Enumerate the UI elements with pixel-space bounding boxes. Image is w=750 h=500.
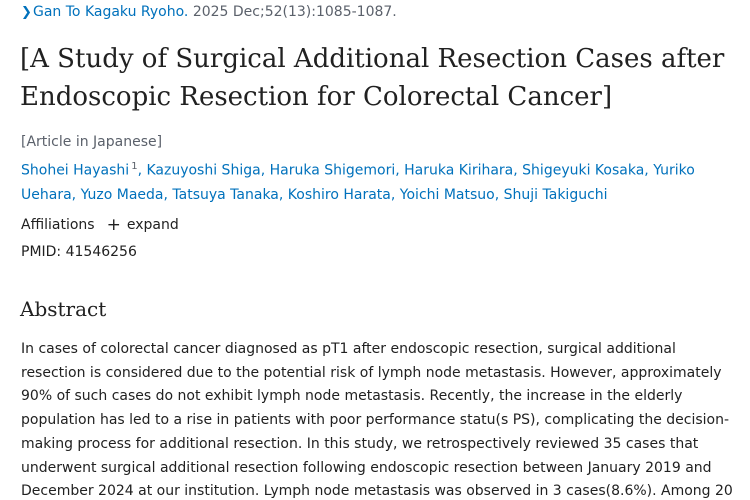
author-separator: ,	[260, 162, 270, 179]
author-separator: ,	[163, 186, 173, 203]
author-list: Shohei Hayashi 1, Kazuyoshi Shiga, Haruka…	[21, 155, 731, 207]
author-separator: ,	[513, 162, 523, 179]
chevron-right-icon[interactable]: ❯	[21, 5, 32, 20]
pmid: PMID: 41546256	[21, 244, 137, 260]
affiliations-label: Affiliations	[21, 217, 95, 233]
author-link[interactable]: Yuriko Uehara	[21, 162, 695, 203]
affiliations-row: Affiliations + expand	[21, 215, 179, 235]
abstract-text: In cases of colorectal cancer diagnosed …	[21, 341, 733, 500]
language-note: [Article in Japanese]	[21, 134, 163, 150]
citation-details: 2025 Dec;52(13):1085-1087.	[188, 4, 397, 20]
author-link[interactable]: Tatsuya Tanaka	[172, 186, 279, 203]
citation-line: ❯Gan To Kagaku Ryoho. 2025 Dec;52(13):10…	[21, 4, 397, 20]
journal-link[interactable]: Gan To Kagaku Ryoho.	[33, 4, 189, 20]
author-link[interactable]: Shohei Hayashi	[21, 162, 130, 179]
author-link[interactable]: Koshiro Harata	[287, 186, 391, 203]
affiliation-number[interactable]: 1	[131, 161, 138, 172]
author-separator: ,	[395, 162, 405, 179]
author-separator: ,	[390, 186, 400, 203]
author-link[interactable]: Haruka Kirihara	[404, 162, 514, 179]
author-link[interactable]: Kazuyoshi Shiga	[146, 162, 261, 179]
abstract-heading: Abstract	[20, 297, 107, 321]
author-separator: ,	[278, 186, 288, 203]
author-separator: ,	[644, 162, 654, 179]
author-link[interactable]: Yoichi Matsuo	[399, 186, 495, 203]
author-link[interactable]: Yuzo Maeda	[80, 186, 164, 203]
author-link[interactable]: Shuji Takiguchi	[503, 186, 608, 203]
author-link[interactable]: Haruka Shigemori	[269, 162, 396, 179]
expand-label: expand	[126, 217, 179, 233]
author-separator: ,	[494, 186, 504, 203]
author-separator: ,	[71, 186, 81, 203]
article-title: [A Study of Surgical Additional Resectio…	[20, 44, 725, 112]
plus-icon: +	[106, 215, 121, 235]
expand-affiliations-button[interactable]: + expand	[106, 215, 179, 235]
author-separator: ,	[137, 162, 147, 179]
author-link[interactable]: Shigeyuki Kosaka	[522, 162, 645, 179]
